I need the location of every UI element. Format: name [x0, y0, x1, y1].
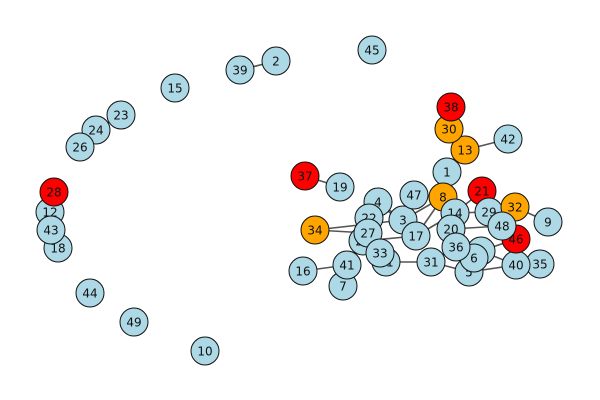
node-13: 13: [450, 135, 480, 165]
node-label: 7: [339, 280, 347, 294]
node-circle: [365, 238, 395, 268]
node-label: 24: [88, 124, 103, 138]
node-label: 2: [272, 55, 280, 69]
node-circle: [39, 177, 69, 207]
node-circle: [160, 73, 190, 103]
node-circle: [493, 124, 523, 154]
node-circle: [332, 250, 362, 280]
node-1: 1: [432, 157, 462, 187]
node-label: 27: [360, 227, 375, 241]
node-label: 21: [474, 185, 489, 199]
node-label: 34: [307, 224, 322, 238]
node-label: 30: [441, 123, 456, 137]
node-label: 49: [126, 316, 141, 330]
node-circle: [357, 35, 387, 65]
node-47: 47: [399, 180, 429, 210]
node-label: 36: [448, 241, 463, 255]
node-circle: [106, 100, 136, 130]
node-48: 48: [487, 211, 517, 241]
node-label: 44: [82, 287, 97, 301]
node-label: 19: [332, 181, 347, 195]
node-26: 26: [65, 132, 95, 162]
node-31: 31: [416, 247, 446, 277]
node-label: 28: [46, 186, 61, 200]
node-circle: [399, 180, 429, 210]
node-label: 33: [372, 247, 387, 261]
node-23: 23: [106, 100, 136, 130]
node-2: 2: [261, 46, 291, 76]
node-34: 34: [300, 215, 330, 245]
node-49: 49: [119, 307, 149, 337]
node-label: 43: [43, 224, 58, 238]
node-16: 16: [288, 256, 318, 286]
node-circle: [325, 172, 355, 202]
node-15: 15: [160, 73, 190, 103]
node-44: 44: [75, 278, 105, 308]
node-label: 17: [408, 230, 423, 244]
node-circle: [436, 92, 466, 122]
node-40: 40: [501, 250, 531, 280]
node-37: 37: [290, 161, 320, 191]
node-circle: [119, 307, 149, 337]
node-circle: [300, 215, 330, 245]
node-42: 42: [493, 124, 523, 154]
node-label: 16: [295, 265, 310, 279]
node-label: 32: [507, 201, 522, 215]
node-label: 45: [364, 44, 379, 58]
node-39: 39: [225, 55, 255, 85]
node-circle: [65, 132, 95, 162]
node-circle: [261, 46, 291, 76]
node-45: 45: [357, 35, 387, 65]
node-circle: [450, 135, 480, 165]
node-circle: [487, 211, 517, 241]
node-label: 5: [465, 266, 473, 280]
node-38: 38: [436, 92, 466, 122]
node-circle: [290, 161, 320, 191]
node-label: 6: [470, 252, 478, 266]
node-label: 39: [232, 64, 247, 78]
node-circle: [401, 221, 431, 251]
node-label: 35: [532, 258, 547, 272]
node-9: 9: [533, 207, 563, 237]
node-label: 15: [167, 82, 182, 96]
node-label: 23: [113, 109, 128, 123]
node-circle: [225, 55, 255, 85]
node-label: 42: [500, 133, 515, 147]
node-circle: [533, 207, 563, 237]
node-label: 18: [50, 242, 65, 256]
node-35: 35: [525, 249, 555, 279]
node-label: 1: [443, 166, 451, 180]
node-label: 48: [494, 220, 509, 234]
node-label: 26: [72, 141, 87, 155]
node-17: 17: [401, 221, 431, 251]
node-33: 33: [365, 238, 395, 268]
node-label: 13: [457, 144, 472, 158]
node-label: 40: [508, 259, 523, 273]
node-43: 43: [36, 215, 66, 245]
node-label: 47: [406, 189, 421, 203]
node-label: 3: [399, 214, 407, 228]
node-circle: [288, 256, 318, 286]
node-circle: [75, 278, 105, 308]
node-label: 9: [544, 216, 552, 230]
node-label: 37: [297, 170, 312, 184]
node-circle: [416, 247, 446, 277]
node-layer: 0123456789101112131415161718192021222324…: [35, 35, 563, 366]
node-circle: [36, 215, 66, 245]
node-label: 31: [423, 256, 438, 270]
node-circle: [190, 336, 220, 366]
node-label: 8: [439, 191, 447, 205]
node-label: 10: [197, 345, 212, 359]
node-label: 38: [443, 101, 458, 115]
node-label: 41: [339, 259, 354, 273]
node-28: 28: [39, 177, 69, 207]
node-36: 36: [441, 232, 471, 262]
node-41: 41: [332, 250, 362, 280]
node-19: 19: [325, 172, 355, 202]
node-10: 10: [190, 336, 220, 366]
node-label: 4: [374, 196, 382, 210]
node-circle: [441, 232, 471, 262]
